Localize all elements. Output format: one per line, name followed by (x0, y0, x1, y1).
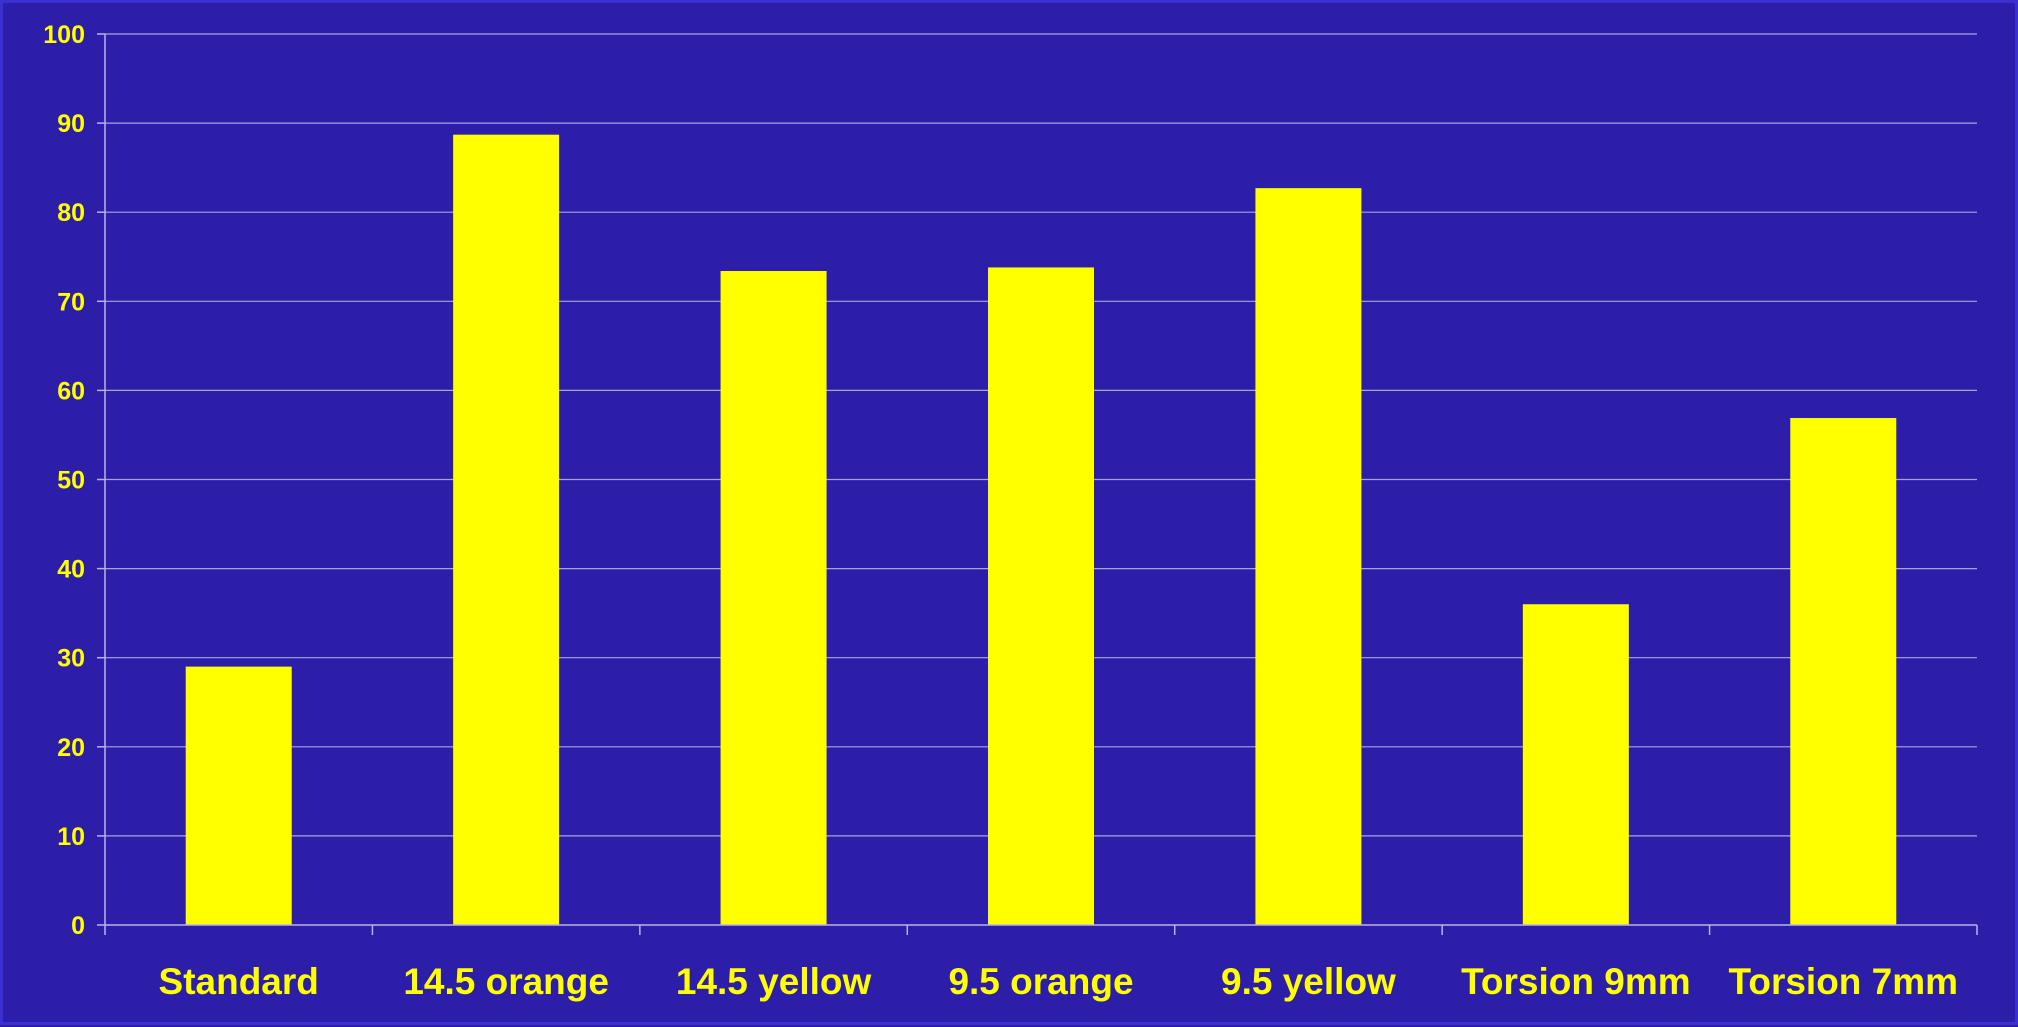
y-tick-label: 60 (57, 377, 85, 405)
x-tick-label: 14.5 orange (403, 961, 609, 1002)
x-tick-label: Standard (159, 961, 319, 1002)
bar (453, 134, 560, 926)
bar (1255, 188, 1362, 925)
bar (1522, 604, 1629, 925)
y-tick-label: 80 (57, 199, 85, 227)
y-tick-label: 40 (57, 556, 85, 584)
bar (720, 271, 827, 926)
y-tick-label: 90 (57, 110, 85, 138)
x-tick-label: 9.5 yellow (1221, 961, 1396, 1002)
x-tick-labels: Standard 14.5 orange 14.5 yellow 9.5 orange… (159, 961, 1959, 1002)
bar (988, 267, 1094, 925)
y-tick-label: 0 (71, 912, 85, 940)
y-tick-labels: 0 10 20 30 40 50 60 70 80 90 100 (43, 21, 85, 940)
y-tick-label: 50 (57, 467, 85, 495)
bar-chart: 0 10 20 30 40 50 60 70 80 90 100 Standard 14.5 oran… (43, 21, 1978, 1002)
x-tick-label: Torsion 7mm (1728, 961, 1958, 1002)
bar (1790, 418, 1897, 925)
y-tick-label: 10 (57, 823, 85, 851)
x-tick-label: 14.5 yellow (676, 961, 872, 1002)
y-tick-label: 20 (57, 734, 85, 762)
bars (185, 134, 1897, 926)
y-tick-label: 30 (57, 645, 85, 673)
y-tick-label: 70 (57, 288, 85, 316)
axes (97, 33, 1978, 935)
y-tick-label: 100 (43, 21, 85, 49)
bar (185, 666, 292, 925)
x-tick-label: Torsion 9mm (1461, 961, 1691, 1002)
x-tick-label: 9.5 orange (948, 961, 1133, 1002)
